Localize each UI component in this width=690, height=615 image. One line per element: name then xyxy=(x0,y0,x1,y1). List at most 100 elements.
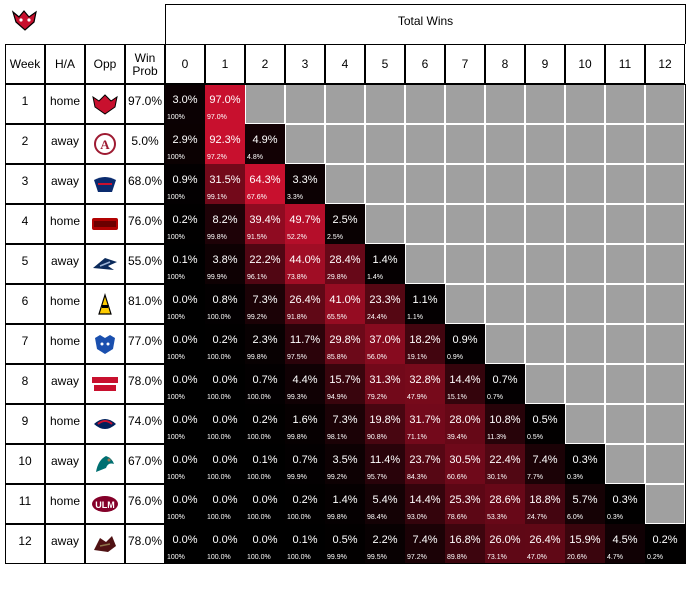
empty-cell xyxy=(366,205,404,243)
cell-probability: 5.4% xyxy=(372,494,398,506)
cell-cumulative: 100.0% xyxy=(207,474,231,481)
cell-cumulative: 99.3% xyxy=(287,394,307,401)
week-number: 10 xyxy=(18,454,32,468)
empty-cell xyxy=(646,365,684,403)
cell-cumulative: 93.0% xyxy=(407,514,427,521)
week-number: 5 xyxy=(21,254,29,268)
row-info-cell xyxy=(125,364,165,404)
empty-cell xyxy=(286,125,324,163)
heat-cell: 0.2% 100% xyxy=(165,204,205,244)
empty-cell xyxy=(606,245,644,283)
cell-probability: 0.0% xyxy=(172,334,198,346)
cell-cumulative: 53.3% xyxy=(487,514,507,521)
heat-cell: 1.4% 99.8% xyxy=(325,484,365,524)
empty-cell xyxy=(526,85,564,123)
week-number: 7 xyxy=(21,334,29,348)
empty-cell xyxy=(566,325,604,363)
cell-probability: 2.2% xyxy=(372,534,398,546)
cell-probability: 31.5% xyxy=(209,174,241,186)
heat-cell: 16.8% 89.8% xyxy=(445,524,485,564)
win-prob: 68.0% xyxy=(127,174,163,188)
cell-cumulative: 89.8% xyxy=(447,554,467,561)
cell-probability: 97.0% xyxy=(209,94,241,106)
empty-cell xyxy=(566,125,604,163)
cell-probability: 0.3% xyxy=(572,454,598,466)
cell-probability: 0.2% xyxy=(252,414,278,426)
cell-cumulative: 100.0% xyxy=(247,474,271,481)
cell-probability: 5.7% xyxy=(572,494,598,506)
heat-cell: 4.9% 4.8% xyxy=(245,124,285,164)
cell-cumulative: 0.2% xyxy=(647,554,663,561)
row-info-cell xyxy=(85,244,125,284)
empty-cell xyxy=(566,85,604,123)
row-info-cell xyxy=(45,404,85,444)
win-prob: 5.0% xyxy=(131,134,159,148)
row-info-cell xyxy=(45,244,85,284)
home-away: away xyxy=(50,374,79,388)
cell-probability: 39.4% xyxy=(249,214,281,226)
home-away: away xyxy=(50,534,79,548)
cell-cumulative: 11.3% xyxy=(487,434,507,441)
cell-cumulative: 100.0% xyxy=(207,514,231,521)
heat-cell: 0.2% 100.0% xyxy=(285,484,325,524)
cell-probability: 0.0% xyxy=(172,294,198,306)
cell-cumulative: 99.8% xyxy=(287,434,307,441)
cell-probability: 11.7% xyxy=(289,334,321,346)
heat-cell: 4.5% 4.7% xyxy=(605,524,645,564)
cell-probability: 92.3% xyxy=(209,134,241,146)
empty-cell xyxy=(526,285,564,323)
heat-cell: 92.3% 97.2% xyxy=(205,124,245,164)
empty-cell xyxy=(406,125,444,163)
wins-col-header-5: 5 xyxy=(381,57,389,71)
wins-col-header-10: 10 xyxy=(578,57,592,71)
heat-cell: 1.6% 99.8% xyxy=(285,404,325,444)
cell-probability: 1.6% xyxy=(292,414,318,426)
empty-cell xyxy=(606,405,644,443)
heat-cell: 3.3% 3.3% xyxy=(285,164,325,204)
heat-cell: 5.4% 98.4% xyxy=(365,484,405,524)
heat-cell: 1.4% 1.4% xyxy=(365,244,405,284)
row-info-cell xyxy=(85,404,125,444)
wins-col-header-4: 4 xyxy=(341,57,349,71)
week-number: 4 xyxy=(21,214,29,228)
cell-cumulative: 29.8% xyxy=(327,274,347,281)
heat-cell: 0.1% 100.0% xyxy=(245,444,285,484)
empty-cell xyxy=(606,365,644,403)
heat-cell: 30.5% 60.6% xyxy=(445,444,485,484)
heat-cell: 3.0% 100% xyxy=(165,84,205,124)
heat-cell: 0.0% 100% xyxy=(165,324,205,364)
heat-cell: 0.0% 100.0% xyxy=(245,484,285,524)
empty-cell xyxy=(486,85,524,123)
cell-probability: 30.5% xyxy=(449,454,481,466)
empty-cell xyxy=(606,325,644,363)
cell-probability: 22.2% xyxy=(249,254,281,266)
wins-col-header-0: 0 xyxy=(181,57,189,71)
cell-probability: 28.6% xyxy=(489,494,521,506)
row-info-cell xyxy=(125,204,165,244)
cell-cumulative: 4.8% xyxy=(247,154,263,161)
home-away: away xyxy=(50,134,79,148)
redhawk-logo-icon xyxy=(11,10,37,31)
empty-cell xyxy=(446,165,484,203)
heat-cell: 3.5% 99.2% xyxy=(325,444,365,484)
cell-cumulative: 99.1% xyxy=(207,194,227,201)
cell-probability: 3.0% xyxy=(172,94,198,106)
heat-cell: 0.0% 100% xyxy=(165,444,205,484)
cell-probability: 0.2% xyxy=(212,334,238,346)
row-info-cell xyxy=(45,324,85,364)
row-info-cell xyxy=(45,444,85,484)
wins-col-header-6: 6 xyxy=(421,57,429,71)
row-info-cell xyxy=(125,244,165,284)
heat-cell: 2.3% 99.8% xyxy=(245,324,285,364)
heat-cell: 0.0% 100.0% xyxy=(205,444,245,484)
row-info-cell xyxy=(45,124,85,164)
heat-cell: 10.8% 11.3% xyxy=(485,404,525,444)
empty-cell xyxy=(486,325,524,363)
empty-cell xyxy=(526,165,564,203)
row-info-cell xyxy=(85,484,125,524)
cell-probability: 0.0% xyxy=(172,454,198,466)
cell-probability: 2.9% xyxy=(172,134,198,146)
wins-col-header-cell xyxy=(205,44,245,84)
week-number: 1 xyxy=(21,94,29,108)
cell-cumulative: 100.0% xyxy=(207,554,231,561)
